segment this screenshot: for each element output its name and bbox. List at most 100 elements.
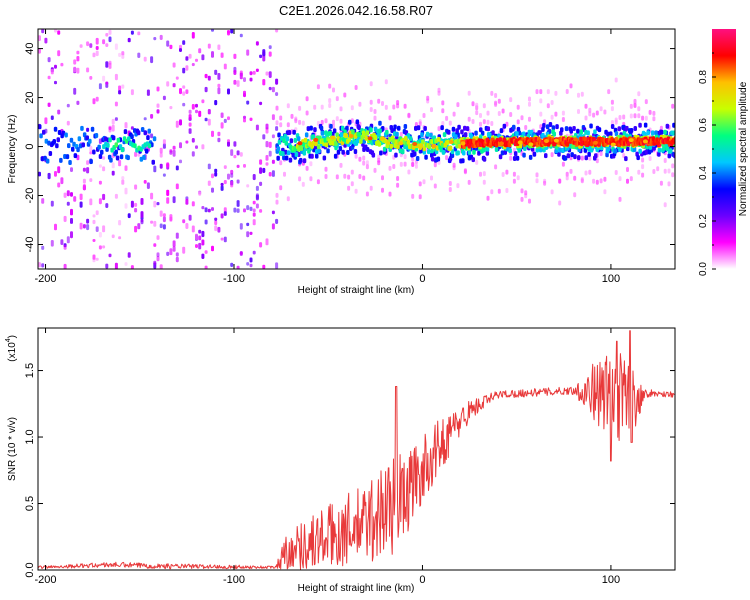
heatmap-cell	[341, 149, 345, 155]
heatmap-cell	[275, 218, 279, 224]
heatmap-cell	[430, 107, 433, 113]
heatmap-cell	[523, 146, 527, 151]
heatmap-cell	[320, 104, 324, 110]
heatmap-cell	[108, 36, 112, 43]
heatmap-cell	[378, 128, 382, 134]
heatmap-cell	[407, 169, 411, 175]
heatmap-cell	[109, 157, 113, 163]
colorbar-tick-label: 0.4	[698, 166, 709, 180]
heatmap-cell	[461, 158, 465, 164]
heatmap-cell	[545, 124, 550, 130]
heatmap-cell	[172, 240, 176, 248]
heatmap-cell	[454, 134, 458, 140]
heatmap-cell	[629, 128, 634, 133]
heatmap-cell	[108, 137, 112, 143]
heatmap-cell	[358, 156, 362, 162]
heatmap-cell	[485, 150, 490, 156]
heatmap-cell	[121, 51, 125, 56]
heatmap-cell	[108, 62, 112, 69]
heatmap-cell	[637, 169, 641, 175]
heatmap-cell	[217, 226, 221, 233]
heatmap-cell	[172, 196, 176, 204]
heatmap-cell	[396, 182, 400, 188]
heatmap-cell	[92, 98, 96, 105]
heatmap-cell	[437, 90, 441, 96]
heatmap-cell	[230, 173, 234, 178]
heatmap-cell	[255, 203, 259, 209]
heatmap-cell	[584, 170, 588, 176]
heatmap-cell	[313, 127, 317, 133]
heatmap-cell	[638, 148, 642, 154]
heatmap-cell	[455, 143, 459, 149]
heatmap-cell	[424, 154, 428, 160]
heatmap-cell	[38, 171, 41, 177]
heatmap-cell	[465, 126, 470, 132]
heatmap-cell	[588, 155, 592, 161]
heatmap-peak	[593, 140, 598, 145]
heatmap-cell	[195, 233, 198, 241]
heatmap-cell	[279, 115, 283, 121]
heatmap-cell	[662, 145, 666, 151]
heatmap-cell	[429, 132, 433, 138]
heatmap-cell	[451, 126, 456, 132]
heatmap-cell	[265, 155, 269, 161]
heatmap-cell	[102, 156, 106, 160]
heatmap-cell	[347, 174, 351, 180]
heatmap-cell	[413, 151, 417, 157]
heatmap-cell	[198, 242, 202, 250]
heatmap-cell	[317, 148, 321, 154]
heatmap-cell	[603, 109, 607, 115]
heatmap-cell	[77, 136, 82, 142]
heatmap-cell	[166, 251, 170, 256]
heatmap-cell	[188, 214, 192, 221]
heatmap-cell	[146, 89, 150, 96]
heatmap-cell	[159, 264, 163, 269]
svg-text:(x104): (x104)	[5, 335, 18, 362]
heatmap-cell	[512, 124, 516, 130]
heatmap-cell	[236, 208, 240, 213]
heatmap-cell	[275, 105, 279, 111]
heatmap-cell	[124, 122, 128, 129]
heatmap-peak	[478, 138, 484, 143]
heatmap-cell	[373, 167, 377, 173]
heatmap-cell	[587, 151, 591, 157]
heatmap-cell	[288, 157, 293, 163]
heatmap-cell	[384, 104, 388, 110]
heatmap-cell	[609, 131, 613, 137]
heatmap-cell	[252, 250, 256, 255]
heatmap-cell	[341, 125, 345, 131]
heatmap-cell	[408, 136, 413, 142]
heatmap-cell	[38, 124, 42, 130]
heatmap-cell	[89, 145, 93, 152]
heatmap-cell	[265, 123, 269, 130]
heatmap-cell	[551, 125, 556, 131]
heatmap-cell	[130, 89, 134, 96]
snr-series-line	[38, 330, 675, 570]
heatmap-cell	[365, 130, 370, 136]
heatmap-cell	[373, 135, 378, 140]
heatmap-cell	[501, 172, 505, 177]
heatmap-cell	[156, 86, 160, 92]
heatmap-cell	[79, 222, 83, 230]
heatmap-cell	[92, 52, 96, 58]
heatmap-cell	[118, 90, 122, 95]
heatmap-cell	[38, 48, 41, 54]
heatmap-cell	[175, 183, 179, 190]
heatmap-cell	[50, 68, 54, 75]
heatmap-cell	[54, 171, 57, 177]
heatmap-cell	[607, 89, 611, 95]
heatmap-cell	[646, 130, 650, 136]
heatmap-cell	[150, 114, 154, 119]
heatmap-cell	[262, 49, 266, 56]
heatmap-cell	[243, 115, 246, 119]
heatmap-cell	[275, 120, 279, 126]
heatmap-cell	[563, 155, 568, 161]
heatmap-peak	[583, 141, 589, 145]
heatmap-cell	[393, 143, 397, 149]
heatmap-cell	[652, 116, 656, 122]
heatmap-cell	[414, 122, 418, 127]
heatmap-cell	[301, 120, 305, 126]
heatmap-cell	[339, 106, 343, 112]
x-tick-label: 100	[602, 273, 620, 285]
heatmap-cell	[172, 145, 176, 150]
